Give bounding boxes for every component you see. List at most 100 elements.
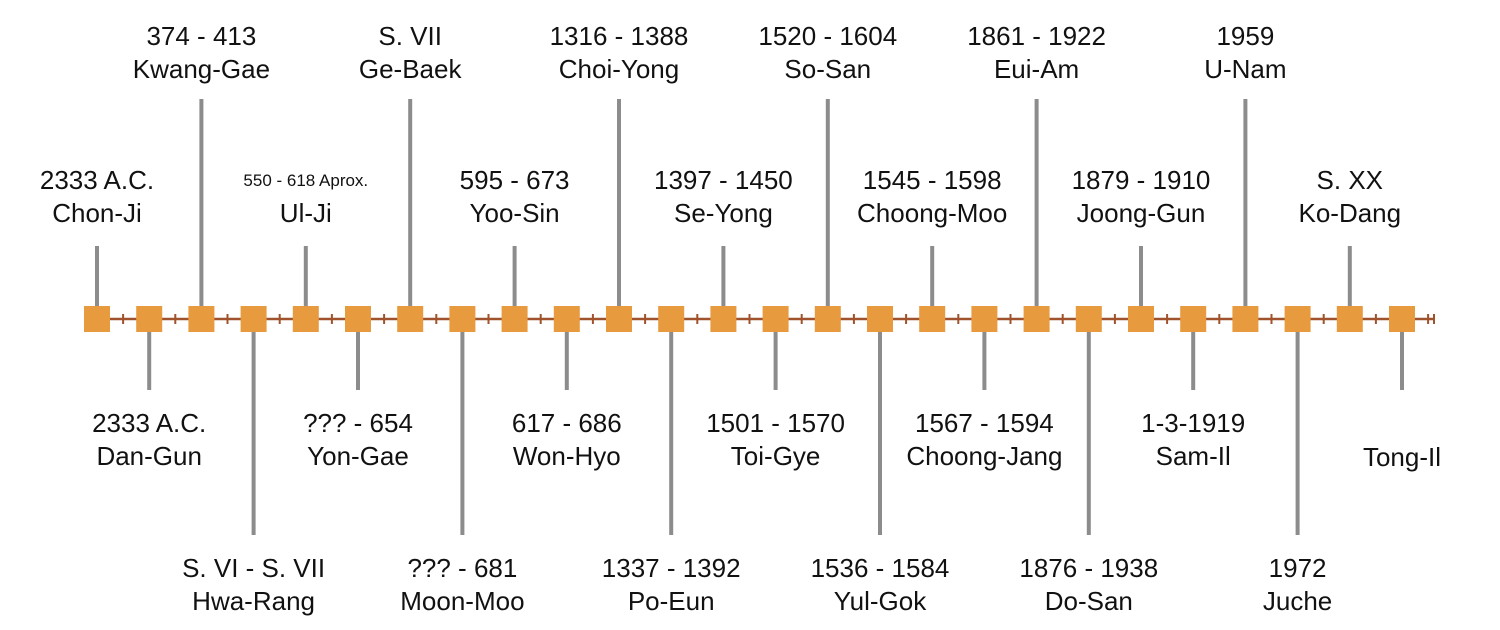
event-marker xyxy=(762,306,789,332)
event-date: 1536 - 1584 xyxy=(810,553,950,583)
event-name: Choi-Yong xyxy=(558,54,680,84)
event-date: 1879 - 1910 xyxy=(1071,165,1211,195)
event-date: 1501 - 1570 xyxy=(706,408,845,438)
event-date: 2333 A.C. xyxy=(92,408,207,438)
event-label: 1861 - 1922 Eui-Am xyxy=(917,20,1157,86)
event-marker xyxy=(1023,306,1050,332)
event-name: Choong-Moo xyxy=(857,198,1008,228)
event-name: U-Nam xyxy=(1204,54,1287,84)
event-marker xyxy=(553,306,580,332)
event-date: 1959 xyxy=(1216,21,1275,51)
event-label: 550 - 618 Aprox. Ul-Ji xyxy=(186,164,426,230)
event-name: Ge-Baek xyxy=(358,54,462,84)
event-date: 617 - 686 xyxy=(511,408,622,438)
event-label: 374 - 413 Kwang-Gae xyxy=(81,20,321,86)
event-label: 617 - 686 Won-Hyo xyxy=(447,407,687,473)
event-marker xyxy=(1128,306,1154,332)
event-name: Hwa-Rang xyxy=(192,586,315,616)
event-name: Yoo-Sin xyxy=(469,198,560,228)
event-name: Ko-Dang xyxy=(1298,198,1402,228)
event-marker xyxy=(449,306,476,332)
event-marker xyxy=(971,306,998,332)
event-marker xyxy=(710,306,737,332)
event-date: 1972 xyxy=(1268,553,1327,583)
event-date: 1545 - 1598 xyxy=(862,165,1002,195)
event-label: 595 - 673 Yoo-Sin xyxy=(395,164,635,230)
event-label: S. VI - S. VII Hwa-Rang xyxy=(134,552,374,618)
event-date: 2333 A.C. xyxy=(39,165,155,195)
event-label: 1972 Juche xyxy=(1178,552,1418,618)
event-name: Kwang-Gae xyxy=(132,54,271,84)
event-marker xyxy=(345,306,371,332)
event-label: 1337 - 1392 Po-Eun xyxy=(551,552,791,618)
event-label: 1876 - 1938 Do-San xyxy=(969,552,1209,618)
event-name: Eui-Am xyxy=(993,54,1080,84)
event-marker xyxy=(240,306,267,332)
event-marker xyxy=(1284,306,1311,332)
event-date: S. VII xyxy=(378,21,442,51)
event-label: 1-3-1919 Sam-Il xyxy=(1073,407,1313,473)
event-marker xyxy=(136,306,163,332)
event-marker xyxy=(292,306,319,332)
event-marker xyxy=(867,306,893,332)
event-name: Yul-Gok xyxy=(833,586,927,616)
event-label: Tong-Il xyxy=(1282,408,1500,474)
event-marker xyxy=(1180,306,1207,332)
event-name: Choong-Jang xyxy=(906,441,1063,471)
event-date: 1316 - 1388 xyxy=(549,21,689,51)
event-name: Juche xyxy=(1262,586,1333,616)
event-label: 1397 - 1450 Se-Yong xyxy=(603,164,843,230)
event-name: Won-Hyo xyxy=(512,441,621,471)
event-marker xyxy=(397,306,424,332)
event-date: 595 - 673 xyxy=(459,165,570,195)
event-marker xyxy=(1232,306,1259,332)
event-date xyxy=(1282,408,1500,441)
event-label: 2333 A.C. Chon-Ji xyxy=(0,164,217,230)
event-label: 1545 - 1598 Choong-Moo xyxy=(812,164,1052,230)
event-date: 1520 - 1604 xyxy=(758,21,898,51)
event-date: S. XX xyxy=(1316,165,1384,195)
event-date: 1337 - 1392 xyxy=(601,553,741,583)
event-name: Tong-Il xyxy=(1362,442,1442,472)
event-name: Dan-Gun xyxy=(96,441,202,471)
event-name: Moon-Moo xyxy=(400,586,525,616)
event-date: 374 - 413 xyxy=(146,21,257,51)
event-date: 1397 - 1450 xyxy=(653,165,793,195)
event-date: S. VI - S. VII xyxy=(182,553,326,583)
event-marker xyxy=(1336,306,1363,332)
event-label: 2333 A.C. Dan-Gun xyxy=(29,407,269,473)
event-marker xyxy=(814,306,841,332)
event-marker xyxy=(919,306,946,332)
event-label: 1501 - 1570 Toi-Gye xyxy=(656,407,896,473)
event-label: 1520 - 1604 So-San xyxy=(708,20,948,86)
event-name: Joong-Gun xyxy=(1076,198,1206,228)
event-marker xyxy=(1075,306,1102,332)
event-name: Po-Eun xyxy=(627,586,715,616)
event-date: 1-3-1919 xyxy=(1141,408,1246,438)
event-name: Do-San xyxy=(1044,586,1133,616)
event-name: Yon-Gae xyxy=(307,441,409,471)
event-name: Toi-Gye xyxy=(730,441,821,471)
event-date: 1861 - 1922 xyxy=(967,21,1106,51)
event-name: Ul-Ji xyxy=(279,198,332,228)
event-name: So-San xyxy=(784,54,872,84)
event-date: 550 - 618 Aprox. xyxy=(243,171,369,190)
event-date: 1876 - 1938 xyxy=(1019,553,1159,583)
event-label: 1316 - 1388 Choi-Yong xyxy=(499,20,739,86)
event-label: 1536 - 1584 Yul-Gok xyxy=(760,552,1000,618)
event-marker xyxy=(501,306,528,332)
event-label: ??? - 681 Moon-Moo xyxy=(342,552,582,618)
event-label: 1879 - 1910 Joong-Gun xyxy=(1021,164,1261,230)
event-name: Sam-Il xyxy=(1155,441,1231,471)
event-marker xyxy=(606,306,632,332)
event-marker xyxy=(188,306,215,332)
event-date: ??? - 654 xyxy=(303,408,413,438)
event-label: ??? - 654 Yon-Gae xyxy=(238,407,478,473)
event-name: Chon-Ji xyxy=(52,198,142,228)
event-label: 1959 U-Nam xyxy=(1125,20,1365,86)
event-marker xyxy=(84,306,110,332)
event-label: 1567 - 1594 Choong-Jang xyxy=(864,407,1104,473)
event-marker xyxy=(1389,306,1415,332)
event-label: S. VII Ge-Baek xyxy=(290,20,530,86)
